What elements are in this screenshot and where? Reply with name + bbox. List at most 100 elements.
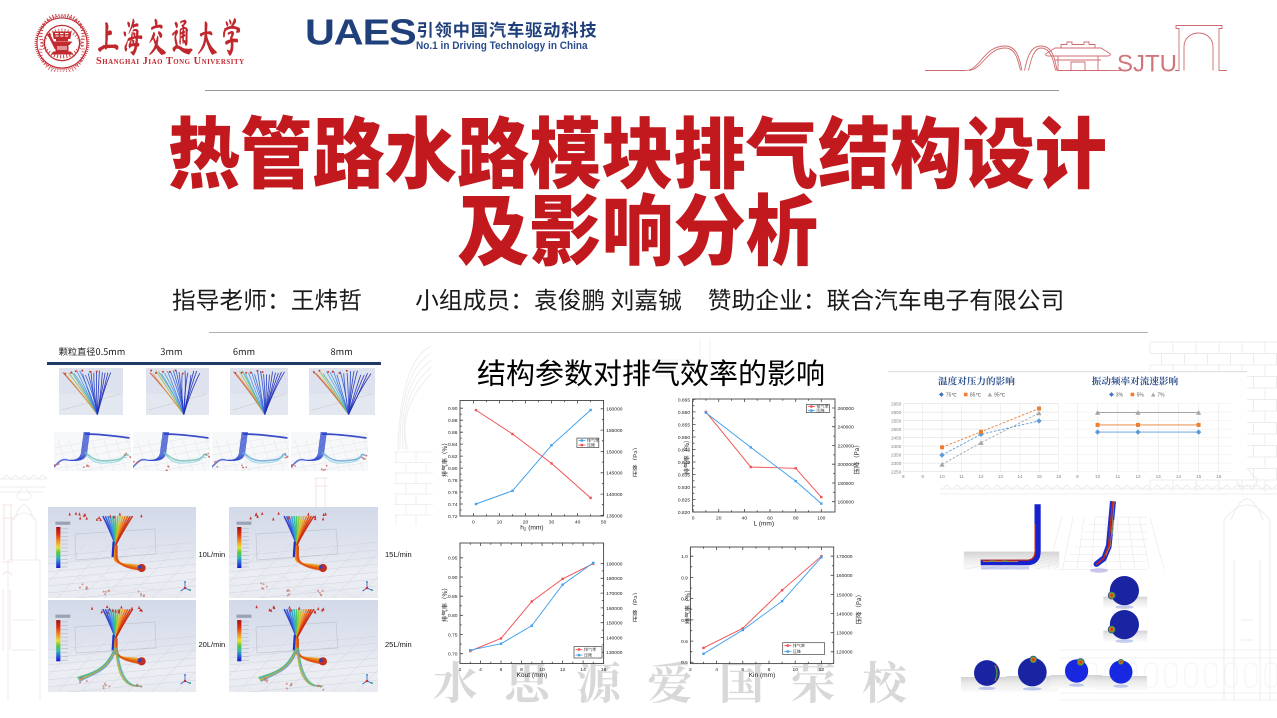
svg-text:2: 2 <box>689 667 692 673</box>
svg-text:0.855: 0.855 <box>678 422 691 428</box>
svg-text:16: 16 <box>1056 474 1062 479</box>
svg-text:0.76: 0.76 <box>448 490 458 496</box>
svg-text:30: 30 <box>549 520 555 526</box>
svg-text:2400: 2400 <box>891 444 902 449</box>
svg-text:13: 13 <box>998 474 1004 479</box>
svg-text:16: 16 <box>601 667 607 673</box>
svg-text:0.9: 0.9 <box>681 575 688 581</box>
svg-text:0.860: 0.860 <box>678 410 691 416</box>
svg-text:140000: 140000 <box>606 492 623 498</box>
svg-text:130000: 130000 <box>836 631 853 637</box>
svg-text:50: 50 <box>601 520 607 526</box>
svg-text:Kout (mm): Kout (mm) <box>517 672 548 679</box>
svg-text:15: 15 <box>1196 474 1202 479</box>
svg-text:9: 9 <box>1076 474 1079 479</box>
svg-text:14: 14 <box>1017 474 1023 479</box>
svg-text:0.75: 0.75 <box>448 632 458 638</box>
svg-text:190000: 190000 <box>606 561 623 567</box>
svg-text:8: 8 <box>768 667 771 673</box>
svg-text:180000: 180000 <box>606 576 623 582</box>
svg-text:145000: 145000 <box>606 471 623 477</box>
svg-text:6: 6 <box>500 667 503 673</box>
svg-text:40: 40 <box>575 520 581 526</box>
svg-text:0.820: 0.820 <box>678 510 691 516</box>
svg-text:0.845: 0.845 <box>678 447 691 453</box>
svg-text:0: 0 <box>472 520 475 526</box>
svg-text:0.80: 0.80 <box>448 466 458 472</box>
svg-text:12: 12 <box>819 667 825 673</box>
svg-text:4: 4 <box>479 667 482 673</box>
svg-text:0.82: 0.82 <box>448 454 458 460</box>
svg-text:SJTU: SJTU <box>1117 51 1177 75</box>
svg-text:200000: 200000 <box>838 462 855 468</box>
svg-text:10: 10 <box>792 667 798 673</box>
svg-text:240000: 240000 <box>838 425 855 431</box>
svg-text:12: 12 <box>1135 474 1141 479</box>
svg-text:2650: 2650 <box>891 401 902 406</box>
svg-text:0.86: 0.86 <box>448 430 458 436</box>
svg-text:135000: 135000 <box>606 513 623 519</box>
svg-text:0.90: 0.90 <box>448 575 458 581</box>
svg-text:80: 80 <box>793 516 799 522</box>
svg-text:130000: 130000 <box>606 650 623 656</box>
svg-text:100: 100 <box>817 516 825 522</box>
svg-text:0.95: 0.95 <box>448 556 458 562</box>
svg-text:13: 13 <box>1156 474 1162 479</box>
svg-text:3%: 3% <box>1116 393 1124 399</box>
svg-text:9: 9 <box>921 474 924 479</box>
svg-text:160000: 160000 <box>836 573 853 579</box>
svg-text:220000: 220000 <box>838 443 855 449</box>
svg-text:0.7: 0.7 <box>681 618 688 624</box>
svg-text:10: 10 <box>940 474 946 479</box>
svg-text:0.80: 0.80 <box>448 613 458 619</box>
svg-text:180000: 180000 <box>838 481 855 487</box>
svg-text:0.90: 0.90 <box>448 406 458 412</box>
svg-text:160000: 160000 <box>838 500 855 506</box>
svg-text:8: 8 <box>902 474 905 479</box>
svg-text:0.5: 0.5 <box>681 660 688 666</box>
svg-text:h2 (mm): h2 (mm) <box>520 525 543 532</box>
svg-text:16: 16 <box>1216 474 1222 479</box>
svg-text:7%: 7% <box>1157 393 1165 399</box>
svg-text:150000: 150000 <box>606 621 623 627</box>
svg-text:160000: 160000 <box>606 606 623 612</box>
svg-text:10: 10 <box>497 520 503 526</box>
svg-text:8: 8 <box>520 667 523 673</box>
svg-text:10: 10 <box>539 667 545 673</box>
svg-text:20: 20 <box>716 516 722 522</box>
svg-text:2450: 2450 <box>891 435 902 440</box>
svg-text:0.74: 0.74 <box>448 502 458 508</box>
svg-text:85℃: 85℃ <box>970 393 982 399</box>
svg-text:12: 12 <box>560 667 566 673</box>
svg-text:0: 0 <box>692 516 695 522</box>
svg-text:160000: 160000 <box>606 407 623 413</box>
svg-text:0.88: 0.88 <box>448 418 458 424</box>
svg-text:0.850: 0.850 <box>678 435 691 441</box>
svg-text:170000: 170000 <box>836 554 853 560</box>
svg-text:2500: 2500 <box>891 427 902 432</box>
svg-text:10: 10 <box>1095 474 1101 479</box>
svg-text:170000: 170000 <box>606 591 623 597</box>
svg-text:2350: 2350 <box>891 452 902 457</box>
svg-text:2250: 2250 <box>891 469 902 474</box>
svg-text:150000: 150000 <box>836 592 853 598</box>
svg-text:12: 12 <box>978 474 984 479</box>
svg-text:0.78: 0.78 <box>448 478 458 484</box>
svg-text:5%: 5% <box>1137 393 1145 399</box>
svg-text:2: 2 <box>459 667 462 673</box>
svg-text:0.830: 0.830 <box>678 485 691 491</box>
svg-text:20: 20 <box>523 520 529 526</box>
svg-text:15: 15 <box>1037 474 1043 479</box>
svg-text:155000: 155000 <box>606 428 623 434</box>
svg-text:6: 6 <box>741 667 744 673</box>
svg-text:L (mm): L (mm) <box>753 521 774 528</box>
svg-text:2600: 2600 <box>891 410 902 415</box>
svg-text:0.85: 0.85 <box>448 594 458 600</box>
svg-text:0.825: 0.825 <box>678 498 691 504</box>
svg-text:14: 14 <box>580 667 586 673</box>
svg-text:150000: 150000 <box>606 449 623 455</box>
svg-text:0.835: 0.835 <box>678 472 691 478</box>
svg-text:260000: 260000 <box>838 406 855 412</box>
svg-text:75℃: 75℃ <box>946 393 958 399</box>
svg-text:1.0: 1.0 <box>681 554 688 560</box>
